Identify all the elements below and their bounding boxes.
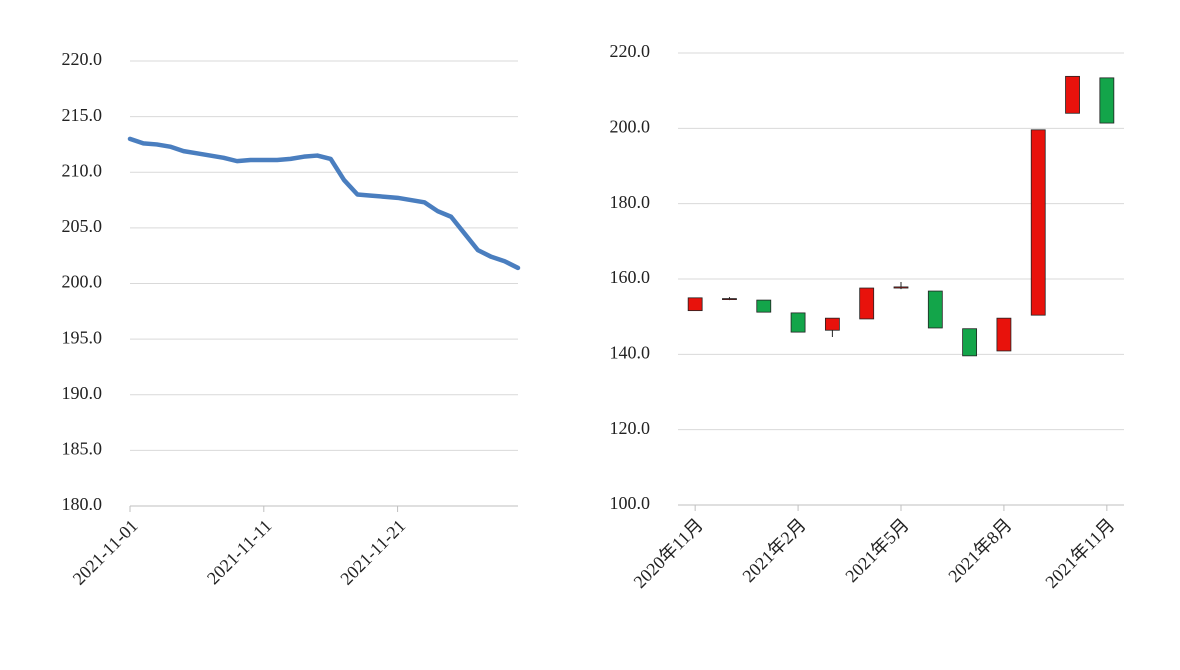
y-tick-label: 140.0: [610, 342, 651, 362]
y-tick-label: 160.0: [610, 267, 651, 287]
y-tick-label: 185.0: [62, 439, 103, 459]
x-tick-label: 2020年11月: [630, 515, 707, 592]
candle-body: [893, 286, 909, 289]
candle-body: [1030, 129, 1046, 316]
y-tick-label: 190.0: [62, 383, 103, 403]
y-tick-label: 180.0: [610, 192, 651, 212]
x-tick-label: 2021-11-01: [69, 516, 142, 589]
candle-body: [927, 290, 943, 329]
candle-body: [1065, 75, 1080, 114]
y-tick-label: 215.0: [62, 105, 103, 125]
candle-body: [790, 312, 806, 333]
x-tick-label: 2021-11-21: [336, 516, 409, 589]
x-tick-label: 2021年2月: [738, 515, 809, 586]
y-tick-label: 205.0: [62, 216, 103, 236]
candle-body: [962, 328, 978, 357]
candle-body: [824, 317, 840, 331]
y-tick-label: 180.0: [62, 494, 103, 514]
y-tick-label: 220.0: [62, 49, 103, 69]
x-tick-label: 2021年5月: [841, 515, 912, 586]
line-series: [127, 136, 521, 271]
candle-body: [756, 299, 772, 313]
y-tick-label: 195.0: [62, 327, 103, 347]
candle-body: [722, 298, 737, 300]
y-tick-label: 220.0: [610, 41, 651, 61]
y-tick-label: 120.0: [610, 418, 651, 438]
y-tick-label: 210.0: [62, 160, 103, 180]
y-tick-label: 100.0: [610, 493, 651, 513]
y-tick-label: 200.0: [62, 272, 103, 292]
candle-body: [996, 317, 1012, 352]
candle-body: [859, 287, 875, 320]
x-tick-label: 2021年8月: [944, 515, 1015, 586]
x-tick-label: 2021年11月: [1041, 515, 1118, 592]
candle-body: [1099, 77, 1115, 124]
y-tick-label: 200.0: [610, 116, 651, 136]
candle-body: [687, 297, 703, 312]
x-tick-label: 2021-11-11: [203, 516, 276, 589]
